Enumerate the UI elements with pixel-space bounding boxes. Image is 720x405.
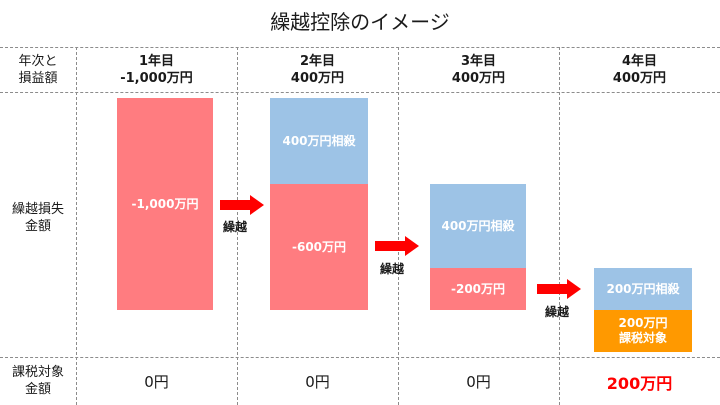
- bar-year2-offset-label: 400万円相殺: [282, 133, 356, 148]
- taxable-value-year4: 200万円: [606, 374, 673, 393]
- carry-label-3: 繰越: [545, 305, 570, 319]
- header-year-1: 1年目 -1,000万円: [76, 53, 237, 87]
- grid-line-col4: [559, 47, 560, 405]
- row-label-taxable-line2: 金額: [24, 382, 51, 397]
- row-label-taxable-line1: 課税対象: [11, 365, 64, 380]
- row-label-header: 年次と 損益額: [0, 53, 76, 87]
- year-3-label: 3年目: [460, 54, 497, 69]
- year-3-amount: 400万円: [451, 71, 506, 86]
- grid-line-header: [0, 92, 720, 93]
- header-year-2: 2年目 400万円: [237, 53, 398, 87]
- bar-year1-loss-label: -1,000万円: [131, 196, 199, 211]
- bar-year1-loss: -1,000万円: [117, 98, 213, 310]
- grid-line-taxable: [0, 357, 720, 358]
- bar-year3-loss: -200万円: [430, 268, 526, 310]
- year-2-amount: 400万円: [290, 71, 345, 86]
- carry-arrow-2: [375, 236, 419, 256]
- year-1-amount: -1,000万円: [120, 71, 193, 86]
- bar-year3-loss-label: -200万円: [450, 281, 506, 296]
- grid-line-col1: [76, 47, 77, 405]
- bar-year4-taxable: 200万円 課税対象: [594, 310, 692, 352]
- bar-year4-offset-label: 200万円相殺: [606, 281, 680, 296]
- taxable-value-year1: 0円: [144, 373, 169, 391]
- bar-year4-offset: 200万円相殺: [594, 268, 692, 310]
- row-label-loss-line2: 金額: [24, 219, 51, 234]
- page-title: 繰越控除のイメージ: [270, 10, 450, 34]
- bar-year3-offset: 400万円相殺: [430, 184, 526, 268]
- bar-year2-offset: 400万円相殺: [270, 98, 368, 184]
- grid-line-col2: [237, 47, 238, 405]
- bar-year4-taxable-line1: 200万円: [618, 316, 668, 330]
- grid-line-top: [0, 47, 720, 48]
- bar-year2-loss-label: -600万円: [291, 239, 347, 254]
- bar-year4-taxable-line2: 課税対象: [618, 331, 667, 345]
- row-label-loss-line1: 繰越損失: [11, 202, 64, 217]
- header-year-4: 4年目 400万円: [559, 53, 720, 87]
- year-4-label: 4年目: [621, 54, 658, 69]
- carry-label-1: 繰越: [223, 220, 248, 234]
- row-label-header-line2: 損益額: [18, 71, 58, 86]
- carry-label-2: 繰越: [380, 262, 405, 276]
- row-label-header-line1: 年次と: [18, 54, 58, 69]
- grid-line-col3: [398, 47, 399, 405]
- taxable-value-year2: 0円: [305, 373, 330, 391]
- year-4-amount: 400万円: [612, 71, 667, 86]
- row-label-taxable: 課税対象 金額: [0, 364, 76, 398]
- carry-arrow-3: [537, 279, 581, 299]
- year-2-label: 2年目: [299, 54, 336, 69]
- bar-year3-offset-label: 400万円相殺: [441, 218, 515, 233]
- row-label-loss: 繰越損失 金額: [0, 201, 76, 235]
- year-1-label: 1年目: [138, 54, 175, 69]
- bar-year2-loss: -600万円: [270, 184, 368, 310]
- taxable-value-year3: 0円: [466, 373, 491, 391]
- header-year-3: 3年目 400万円: [398, 53, 559, 87]
- carry-arrow-1: [220, 195, 264, 215]
